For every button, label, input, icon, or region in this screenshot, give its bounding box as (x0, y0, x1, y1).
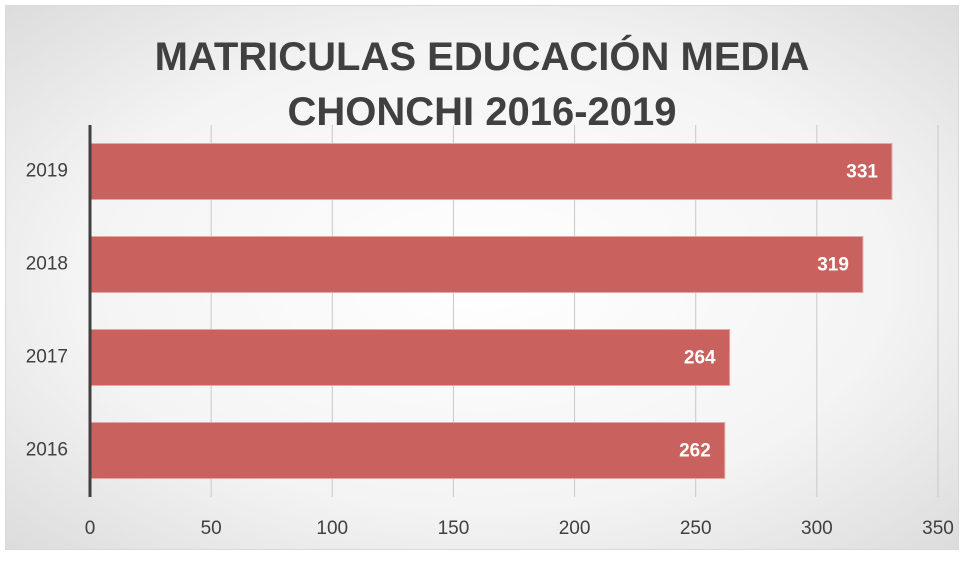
bar (89, 329, 731, 386)
y-tick-label: 2017 (26, 347, 68, 368)
bar (89, 422, 726, 479)
x-tick-label: 0 (85, 518, 96, 539)
data-label: 264 (684, 348, 716, 369)
x-tick-label: 350 (922, 518, 954, 539)
x-tick-label: 150 (438, 518, 470, 539)
y-tick-label: 2016 (26, 440, 68, 461)
x-tick-label: 100 (316, 518, 348, 539)
data-label: 319 (817, 255, 849, 276)
data-label: 331 (846, 162, 878, 183)
x-tick-label: 200 (559, 518, 591, 539)
x-tick-label: 50 (201, 518, 222, 539)
y-tick-label: 2018 (26, 254, 68, 275)
data-label: 262 (679, 441, 711, 462)
x-tick-label: 250 (680, 518, 712, 539)
bar (89, 143, 893, 200)
chart-title: MATRICULAS EDUCACIÓN MEDIA CHONCHI 2016-… (154, 35, 810, 134)
x-tick-label: 300 (801, 518, 833, 539)
y-tick-label: 2019 (26, 161, 68, 182)
bar (89, 236, 864, 293)
